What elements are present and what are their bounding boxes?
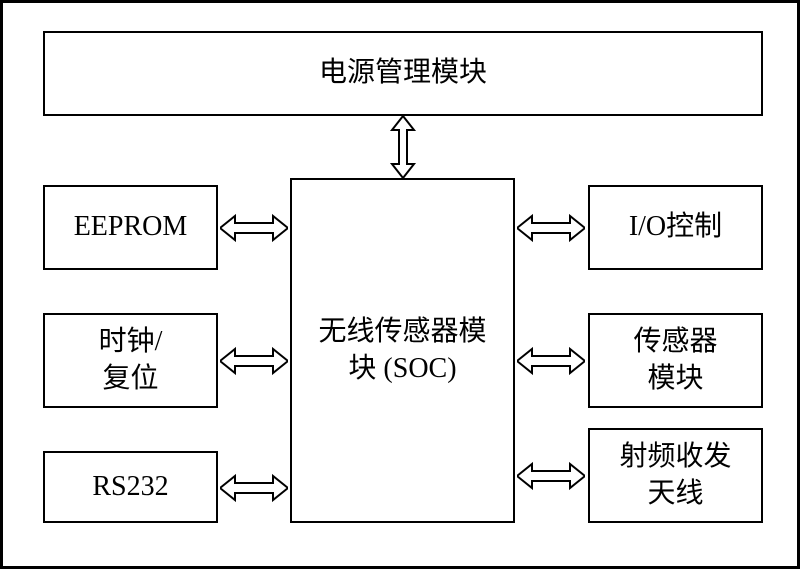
node-soc: 无线传感器模 块 (SOC) — [290, 178, 515, 523]
arrow-soc-antenna — [517, 461, 585, 491]
node-eeprom-label: EEPROM — [74, 209, 188, 245]
arrow-eeprom-soc — [220, 213, 288, 243]
node-soc-label: 无线传感器模 块 (SOC) — [318, 314, 486, 387]
node-sensor: 传感器 模块 — [588, 313, 763, 408]
node-antenna-label: 射频收发 天线 — [619, 439, 731, 512]
arrow-soc-io — [517, 213, 585, 243]
node-rs232: RS232 — [43, 451, 218, 523]
node-clock: 时钟/ 复位 — [43, 313, 218, 408]
node-io-label: I/O控制 — [629, 209, 722, 245]
arrow-power-soc — [388, 116, 418, 178]
arrow-rs232-soc — [220, 473, 288, 503]
node-power: 电源管理模块 — [43, 31, 763, 116]
node-clock-label: 时钟/ 复位 — [99, 324, 163, 397]
node-io: I/O控制 — [588, 185, 763, 270]
node-eeprom: EEPROM — [43, 185, 218, 270]
arrow-clock-soc — [220, 346, 288, 376]
node-antenna: 射频收发 天线 — [588, 428, 763, 523]
node-sensor-label: 传感器 模块 — [633, 324, 717, 397]
node-power-label: 电源管理模块 — [319, 55, 487, 91]
diagram-frame: 电源管理模块 无线传感器模 块 (SOC) EEPROM 时钟/ 复位 RS23… — [0, 0, 800, 569]
arrow-soc-sensor — [517, 346, 585, 376]
node-rs232-label: RS232 — [92, 469, 168, 505]
